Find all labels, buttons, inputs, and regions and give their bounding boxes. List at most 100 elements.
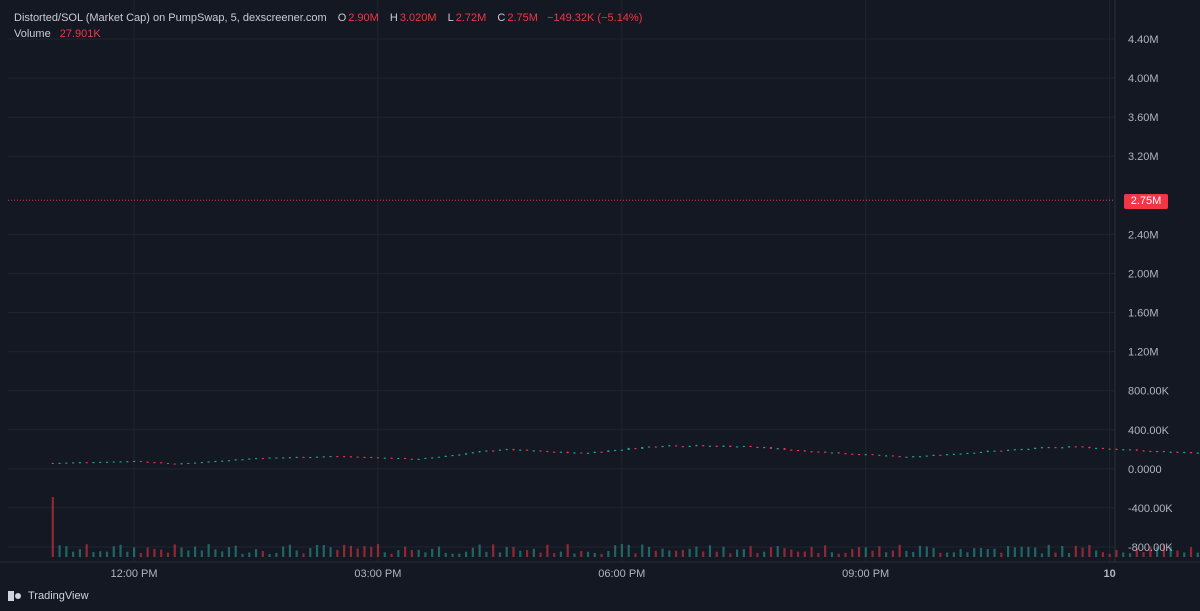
candle-body [885, 455, 888, 457]
volume-bar [634, 553, 637, 557]
volume-bar [187, 550, 190, 557]
volume-bar [573, 553, 576, 557]
candle-body [288, 457, 292, 459]
volume-bar [1101, 552, 1105, 557]
legend-open-label: O [337, 12, 347, 24]
volume-bar [796, 551, 800, 557]
volume-bar [986, 548, 989, 557]
volume-bar [498, 552, 502, 557]
x-tick-label: 09:00 PM [842, 568, 889, 580]
volume-bar [837, 553, 840, 557]
volume-bar [214, 549, 217, 557]
candle-body [485, 450, 488, 452]
volume-bar [756, 553, 759, 557]
candle-body [1054, 447, 1057, 449]
candle-body [824, 451, 827, 453]
volume-bar [952, 552, 955, 557]
volume-bar [844, 552, 847, 557]
candle-body [363, 456, 366, 458]
candle-body [58, 462, 61, 464]
volume-bar [580, 550, 583, 557]
legend-volume-value: 27.901K [59, 28, 101, 40]
volume-bar [783, 548, 786, 557]
candle-body [722, 445, 725, 447]
volume-bar [1189, 546, 1193, 557]
candle-body [559, 451, 563, 453]
candle-body [227, 460, 231, 462]
candle-body [1020, 449, 1023, 451]
volume-bar [607, 550, 610, 557]
volume-bar [1196, 552, 1199, 557]
tradingview-brand[interactable]: TradingView [8, 590, 89, 602]
volume-bar [519, 550, 522, 557]
candle-body [844, 453, 847, 455]
candle-body [1006, 449, 1010, 451]
candle-body [356, 456, 359, 458]
y-tick-label: 3.60M [1128, 112, 1159, 124]
candle-body [221, 460, 224, 462]
volume-bar [112, 546, 115, 557]
candle-body [282, 457, 285, 459]
candle-body [600, 451, 603, 453]
candle-body [688, 446, 691, 448]
candle-body [241, 459, 244, 461]
volume-bar [830, 552, 834, 557]
volume-bar [133, 547, 136, 557]
volume-bar [925, 546, 928, 557]
volume-bar [234, 545, 237, 557]
candle-body [72, 462, 75, 464]
volume-bar [749, 546, 752, 557]
volume-bar [525, 550, 529, 557]
volume-bar [282, 546, 285, 557]
volume-bar [742, 549, 745, 557]
volume-bar [898, 544, 901, 557]
volume-bar [78, 549, 81, 557]
volume-bar [437, 546, 441, 557]
volume-bar [268, 553, 271, 557]
volume-bar [1169, 546, 1172, 557]
brand-label: TradingView [28, 590, 89, 602]
y-tick-label: 2.40M [1128, 229, 1159, 241]
candle-body [193, 462, 197, 464]
volume-bar [675, 550, 678, 557]
volume-bar [119, 544, 122, 557]
candle-body [1122, 449, 1125, 451]
legend-high-value: 3.020M [399, 12, 437, 24]
volume-bar [1115, 549, 1118, 557]
volume-bar [586, 551, 590, 557]
volume-bar [126, 551, 129, 557]
volume-bar [295, 550, 298, 557]
candle-body [1040, 447, 1044, 449]
candle-body [614, 450, 617, 452]
candle-body [864, 454, 867, 456]
volume-bar [322, 545, 325, 557]
legend-symbol: Distorted/SOL (Market Cap) on PumpSwap, … [14, 12, 327, 24]
candle-body [248, 458, 251, 460]
candle-body [925, 455, 928, 457]
candle-body [1027, 448, 1030, 450]
candle-body [254, 458, 258, 460]
volume-bar [729, 553, 732, 557]
candle-body [810, 451, 813, 453]
volume-bar [505, 546, 508, 557]
candle-body [478, 451, 481, 453]
candle-body [295, 456, 298, 458]
volume-bar [695, 546, 698, 557]
candle-body [769, 447, 773, 449]
candle-body [763, 447, 766, 449]
candle-body [891, 455, 894, 457]
candle-body [1081, 446, 1084, 448]
candle-body [376, 457, 380, 459]
candle-body [519, 449, 522, 451]
candle-body [302, 456, 305, 458]
volume-bar [918, 545, 922, 557]
volume-bar [1142, 552, 1145, 557]
volume-bar [166, 552, 170, 557]
volume-bar [160, 549, 163, 557]
volume-bar [715, 551, 718, 557]
candle-body [498, 449, 502, 451]
volume-bar [810, 546, 813, 557]
candle-body [702, 445, 705, 447]
